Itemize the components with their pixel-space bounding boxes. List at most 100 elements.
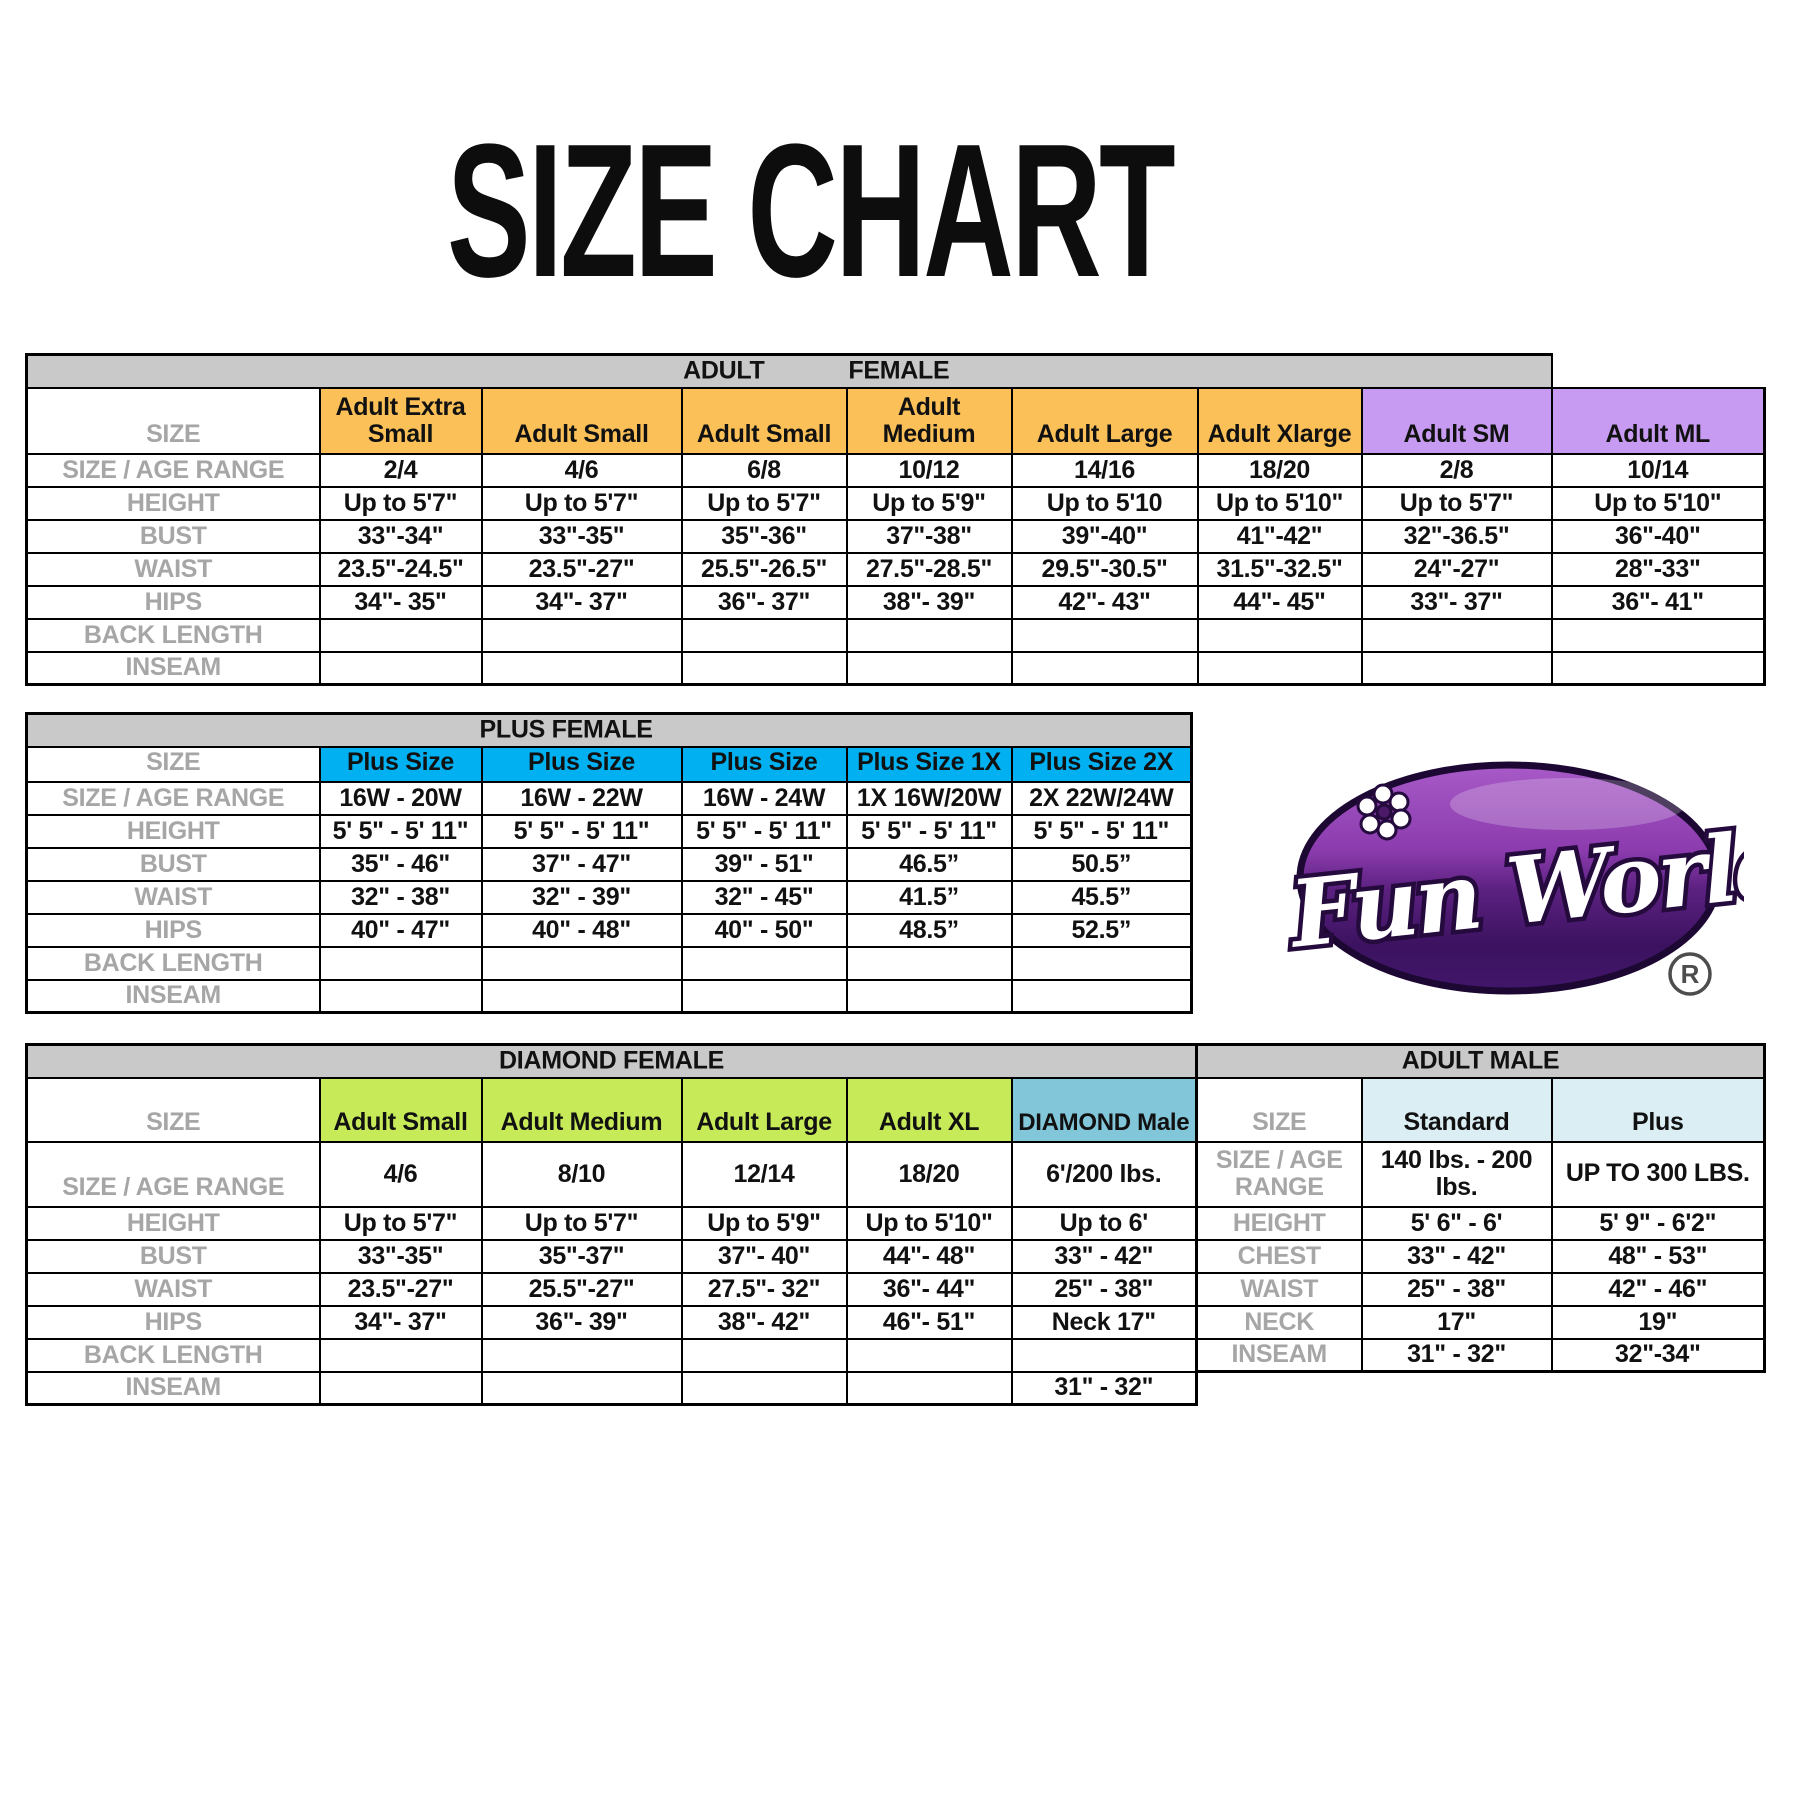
cell: Up to 5'10"	[1196, 485, 1363, 521]
col-header: Adult Medium	[480, 1076, 683, 1143]
row-label: NECK	[1195, 1304, 1363, 1340]
col-header: Adult SM	[1360, 386, 1553, 455]
cell-empty	[480, 945, 683, 981]
cell: Up to 5'7"	[318, 1205, 483, 1241]
cell: 12/14	[680, 1140, 848, 1208]
cell-empty	[480, 617, 683, 653]
col-header: Plus Size	[680, 745, 848, 783]
cell: 36"- 37"	[680, 584, 848, 620]
row-label: HIPS	[25, 1304, 321, 1340]
cell-empty	[1010, 978, 1193, 1014]
cell: 16W - 22W	[480, 780, 683, 816]
cell: Up to 6'	[1010, 1205, 1198, 1241]
cell: Up to 5'7"	[318, 485, 483, 521]
cell-empty	[480, 978, 683, 1014]
row-label: WAIST	[25, 551, 321, 587]
cell: 46.5”	[845, 846, 1013, 882]
col-header: Plus	[1550, 1076, 1766, 1143]
cell-empty	[845, 650, 1013, 686]
cell: 17"	[1360, 1304, 1553, 1340]
cell: 52.5”	[1010, 912, 1193, 948]
row-label: INSEAM	[25, 650, 321, 686]
plus-female-band: PLUS FEMALE	[25, 712, 1193, 748]
page-title-text: SIZE CHART	[447, 105, 1176, 317]
cell: 36"- 41"	[1550, 584, 1766, 620]
cell: 33"-35"	[480, 518, 683, 554]
cell: 32"-34"	[1550, 1337, 1766, 1373]
col-header: Plus Size 1X	[845, 745, 1013, 783]
row-label: HEIGHT	[25, 813, 321, 849]
cell: 25.5"-27"	[480, 1271, 683, 1307]
cell: 31" - 32"	[1010, 1370, 1198, 1406]
cell-empty	[318, 650, 483, 686]
cell: 36"-40"	[1550, 518, 1766, 554]
cell: 33"-34"	[318, 518, 483, 554]
cell: 35" - 46"	[318, 846, 483, 882]
row-label: SIZE	[25, 386, 321, 455]
cell: 37"-38"	[845, 518, 1013, 554]
cell: 2X 22W/24W	[1010, 780, 1193, 816]
cell-empty	[1010, 650, 1199, 686]
cell: 6/8	[680, 452, 848, 488]
cell-empty	[845, 1370, 1013, 1406]
cell: 32" - 39"	[480, 879, 683, 915]
cell: 23.5"-24.5"	[318, 551, 483, 587]
cell: 16W - 20W	[318, 780, 483, 816]
cell: 27.5"-28.5"	[845, 551, 1013, 587]
row-label: HEIGHT	[25, 485, 321, 521]
col-header: Plus Size 2X	[1010, 745, 1193, 783]
cell: 33"- 37"	[1360, 584, 1553, 620]
cell: 46"- 51"	[845, 1304, 1013, 1340]
cell: Up to 5'9"	[680, 1205, 848, 1241]
row-label: CHEST	[1195, 1238, 1363, 1274]
cell-empty	[680, 1370, 848, 1406]
row-label: HIPS	[25, 912, 321, 948]
band-spacer	[1551, 354, 1765, 388]
cell-empty	[1196, 650, 1363, 686]
cell: 5' 5" - 5' 11"	[480, 813, 683, 849]
cell: Up to 5'10"	[845, 1205, 1013, 1241]
col-header: Adult Small	[680, 386, 848, 455]
cell-empty	[680, 978, 848, 1014]
cell: 10/14	[1550, 452, 1766, 488]
logo-flower-icon	[1356, 783, 1412, 841]
cell: 5' 5" - 5' 11"	[680, 813, 848, 849]
cell: 4/6	[480, 452, 683, 488]
cell: 24"-27"	[1360, 551, 1553, 587]
cell: Up to 5'7"	[480, 1205, 683, 1241]
cell: UP TO 300 LBS.	[1550, 1140, 1766, 1208]
cell: 4/6	[318, 1140, 483, 1208]
col-header: Adult XL	[845, 1076, 1013, 1143]
diamond-female-table: DIAMOND FEMALE SIZE Adult Small Adult Me…	[25, 1043, 1199, 1406]
cell: 10/12	[845, 452, 1013, 488]
cell: 40" - 50"	[680, 912, 848, 948]
cell: 23.5"-27"	[318, 1271, 483, 1307]
cell-empty	[1010, 1337, 1198, 1373]
svg-text:R: R	[1681, 959, 1700, 989]
cell: 2/8	[1360, 452, 1553, 488]
cell: 5' 5" - 5' 11"	[1010, 813, 1193, 849]
cell: 39" - 51"	[680, 846, 848, 882]
adult-female-band: ADULT FEMALE	[25, 353, 1553, 389]
cell: 5' 6" - 6'	[1360, 1205, 1553, 1241]
cell: Up to 5'7"	[680, 485, 848, 521]
cell: 140 lbs. - 200 lbs.	[1360, 1140, 1553, 1208]
cell: 48.5”	[845, 912, 1013, 948]
cell: 5' 5" - 5' 11"	[845, 813, 1013, 849]
cell: 8/10	[480, 1140, 683, 1208]
col-header: Adult Medium	[845, 386, 1013, 455]
registered-mark-icon: R	[1668, 952, 1712, 996]
cell: 39"-40"	[1010, 518, 1199, 554]
cell: 41.5”	[845, 879, 1013, 915]
cell-empty	[318, 945, 483, 981]
col-header: Plus Size	[318, 745, 483, 783]
row-label: WAIST	[1195, 1271, 1363, 1307]
cell: 32" - 38"	[318, 879, 483, 915]
row-label: BUST	[25, 518, 321, 554]
cell: 34"- 37"	[318, 1304, 483, 1340]
row-label: SIZE	[1195, 1076, 1363, 1143]
adult-male-table: ADULT MALE SIZE Standard Plus SIZE / AGE…	[1195, 1043, 1767, 1373]
cell: 48" - 53"	[1550, 1238, 1766, 1274]
cell: 40" - 47"	[318, 912, 483, 948]
col-header: Adult Extra Small	[318, 386, 483, 455]
